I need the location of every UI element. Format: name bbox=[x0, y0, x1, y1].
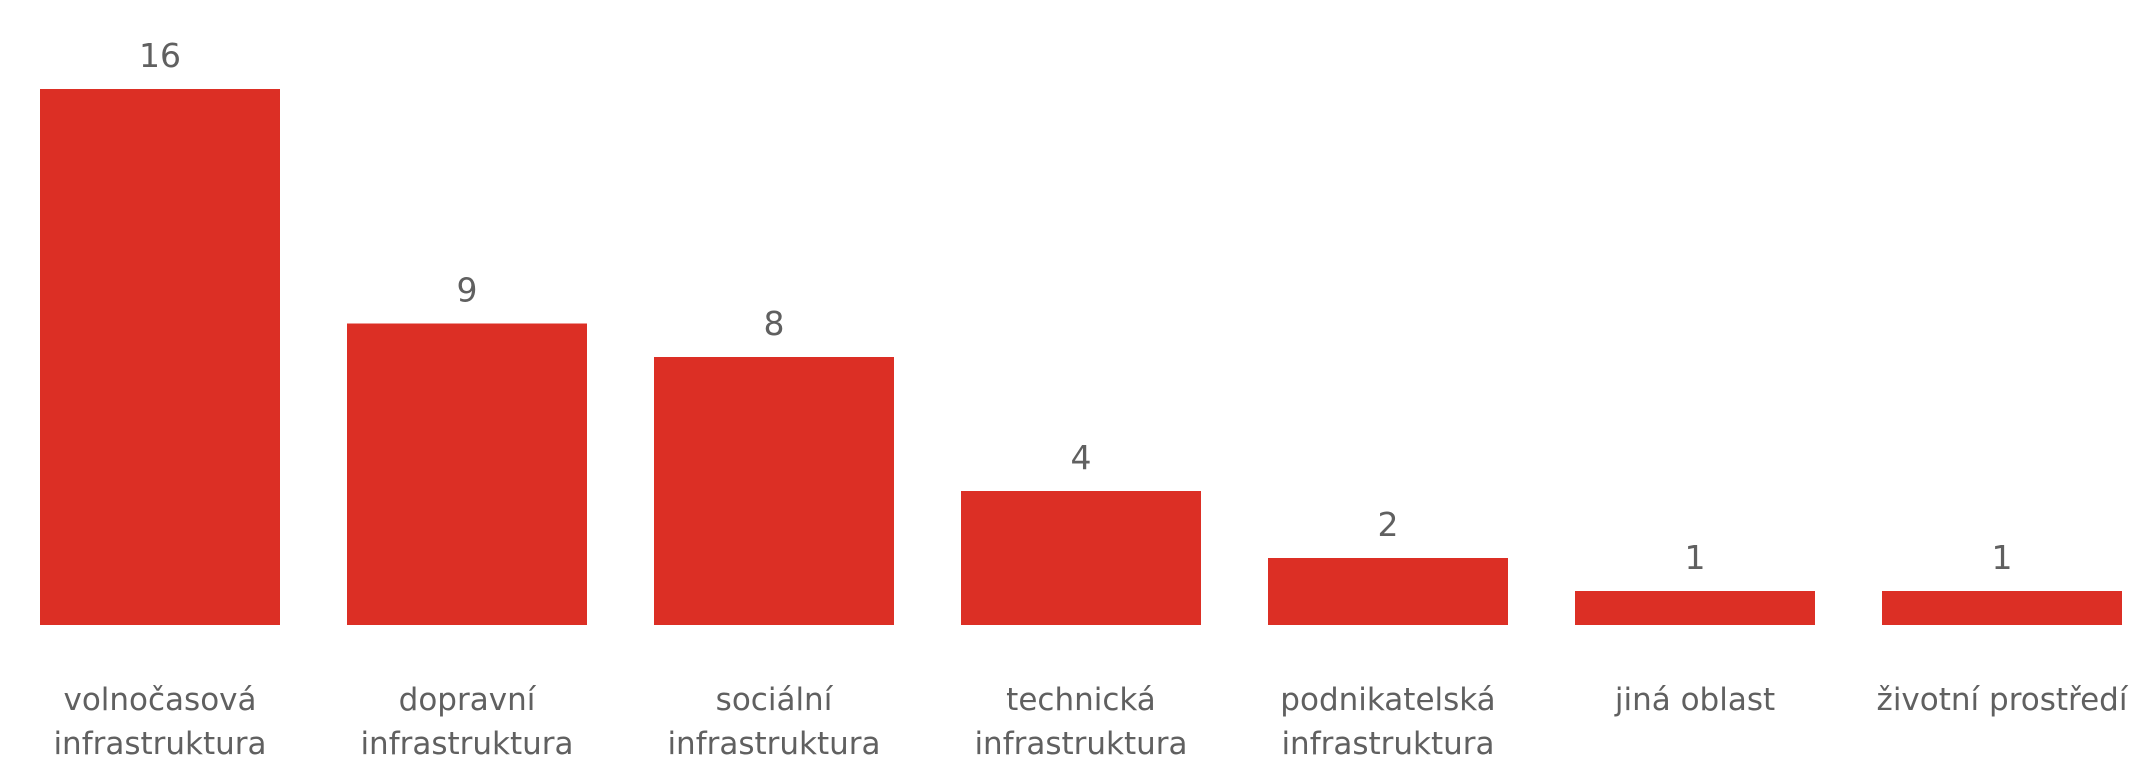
category-label-line: jiná oblast bbox=[1614, 682, 1775, 718]
category-label-line: životní prostředí bbox=[1877, 682, 2129, 718]
category-label-line: infrastruktura bbox=[974, 726, 1187, 761]
data-label-4: 2 bbox=[1378, 505, 1399, 544]
category-label-line: technická bbox=[1006, 682, 1156, 718]
value-labels-group: 16 9 8 4 2 1 1 bbox=[139, 36, 2013, 577]
bar-5 bbox=[1575, 591, 1815, 625]
data-label-1: 9 bbox=[457, 271, 478, 310]
bar-6 bbox=[1882, 591, 2122, 625]
category-label-line: podnikatelská bbox=[1280, 682, 1495, 718]
category-label-3: technická infrastruktura bbox=[974, 682, 1187, 761]
category-labels-group: volnočasová infrastruktura dopravní infrast… bbox=[53, 682, 2128, 761]
bar-0 bbox=[40, 89, 280, 625]
category-label-line: dopravní bbox=[399, 682, 537, 718]
category-label-4: podnikatelská infrastruktura bbox=[1280, 682, 1495, 761]
bars-group bbox=[40, 89, 2122, 625]
category-label-line: infrastruktura bbox=[1281, 726, 1494, 761]
data-label-6: 1 bbox=[1992, 538, 2013, 577]
data-label-0: 16 bbox=[139, 36, 181, 75]
category-label-0: volnočasová infrastruktura bbox=[53, 682, 266, 761]
category-label-line: volnočasová bbox=[63, 682, 256, 718]
bar-3 bbox=[961, 491, 1201, 625]
category-label-line: sociální bbox=[716, 682, 834, 718]
data-label-2: 8 bbox=[764, 304, 785, 343]
category-label-1: dopravní infrastruktura bbox=[360, 682, 573, 761]
category-label-line: infrastruktura bbox=[667, 726, 880, 761]
data-label-5: 1 bbox=[1685, 538, 1706, 577]
data-label-3: 4 bbox=[1071, 438, 1092, 477]
category-label-5: jiná oblast bbox=[1614, 682, 1775, 718]
bar-2 bbox=[654, 357, 894, 625]
category-label-line: infrastruktura bbox=[360, 726, 573, 761]
category-label-2: sociální infrastruktura bbox=[667, 682, 880, 761]
category-label-6: životní prostředí bbox=[1877, 682, 2129, 718]
category-label-line: infrastruktura bbox=[53, 726, 266, 761]
bar-4 bbox=[1268, 558, 1508, 625]
bar-1 bbox=[347, 323, 587, 625]
